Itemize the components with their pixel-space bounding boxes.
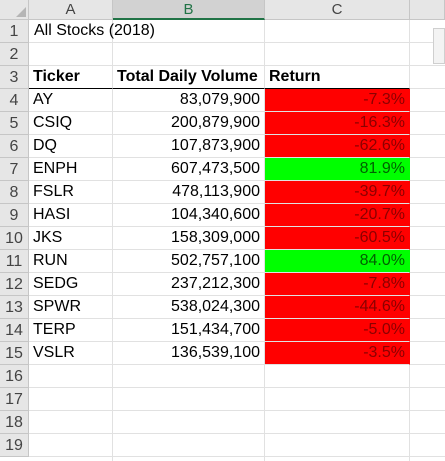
row-header-7[interactable]: 7 xyxy=(0,158,29,181)
row-header-3[interactable]: 3 xyxy=(0,66,29,89)
column-header-a[interactable]: A xyxy=(29,0,113,20)
row-header-13[interactable]: 13 xyxy=(0,296,29,319)
gridline xyxy=(29,387,445,388)
return-cell[interactable]: -3.5% xyxy=(265,342,410,365)
volume-cell[interactable]: 538,024,300 xyxy=(113,296,265,319)
gridline xyxy=(29,456,445,457)
row-header-9[interactable]: 9 xyxy=(0,204,29,227)
ticker-cell[interactable]: AY xyxy=(29,89,113,112)
return-cell[interactable]: -20.7% xyxy=(265,204,410,227)
volume-cell[interactable]: 502,757,100 xyxy=(113,250,265,273)
return-cell[interactable]: -44.6% xyxy=(265,296,410,319)
row-header-6[interactable]: 6 xyxy=(0,135,29,158)
ticker-cell[interactable]: SEDG xyxy=(29,273,113,296)
row-header-15[interactable]: 15 xyxy=(0,342,29,365)
volume-cell[interactable]: 83,079,900 xyxy=(113,89,265,112)
vertical-scrollbar-thumb[interactable] xyxy=(433,28,445,64)
gridline xyxy=(29,433,445,434)
column-header-b[interactable]: B xyxy=(113,0,265,20)
volume-cell[interactable]: 607,473,500 xyxy=(113,158,265,181)
return-cell[interactable]: -5.0% xyxy=(265,319,410,342)
return-cell[interactable]: -7.3% xyxy=(265,89,410,112)
title-cell[interactable]: All Stocks (2018) xyxy=(34,22,155,39)
ticker-cell[interactable]: RUN xyxy=(29,250,113,273)
return-cell[interactable]: -39.7% xyxy=(265,181,410,204)
ticker-cell[interactable]: TERP xyxy=(29,319,113,342)
volume-cell[interactable]: 151,434,700 xyxy=(113,319,265,342)
volume-cell[interactable]: 107,873,900 xyxy=(113,135,265,158)
return-cell[interactable]: -60.5% xyxy=(265,227,410,250)
header-ticker[interactable]: Ticker xyxy=(29,66,113,89)
volume-cell[interactable]: 158,309,000 xyxy=(113,227,265,250)
column-header-c[interactable]: C xyxy=(265,0,410,20)
row-header-1[interactable]: 1 xyxy=(0,20,29,43)
row-header-19[interactable]: 19 xyxy=(0,434,29,457)
gridline xyxy=(29,65,445,66)
return-cell[interactable]: -16.3% xyxy=(265,112,410,135)
row-header-8[interactable]: 8 xyxy=(0,181,29,204)
gridline xyxy=(29,42,445,43)
return-cell[interactable]: -7.8% xyxy=(265,273,410,296)
ticker-cell[interactable]: VSLR xyxy=(29,342,113,365)
volume-cell[interactable]: 104,340,600 xyxy=(113,204,265,227)
row-header-10[interactable]: 10 xyxy=(0,227,29,250)
row-header-2[interactable]: 2 xyxy=(0,43,29,66)
gridline xyxy=(29,410,445,411)
column-header-d[interactable] xyxy=(410,0,445,20)
ticker-cell[interactable]: FSLR xyxy=(29,181,113,204)
row-header-18[interactable]: 18 xyxy=(0,411,29,434)
select-all-corner[interactable] xyxy=(0,0,29,20)
ticker-cell[interactable]: JKS xyxy=(29,227,113,250)
header-total-daily-volume[interactable]: Total Daily Volume xyxy=(113,66,265,89)
return-cell[interactable]: 84.0% xyxy=(265,250,410,273)
row-header-14[interactable]: 14 xyxy=(0,319,29,342)
ticker-cell[interactable]: DQ xyxy=(29,135,113,158)
row-header-5[interactable]: 5 xyxy=(0,112,29,135)
volume-cell[interactable]: 237,212,300 xyxy=(113,273,265,296)
volume-cell[interactable]: 200,879,900 xyxy=(113,112,265,135)
row-header-16[interactable]: 16 xyxy=(0,365,29,388)
ticker-cell[interactable]: SPWR xyxy=(29,296,113,319)
row-header-17[interactable]: 17 xyxy=(0,388,29,411)
ticker-cell[interactable]: CSIQ xyxy=(29,112,113,135)
row-header-4[interactable]: 4 xyxy=(0,89,29,112)
row-header-11[interactable]: 11 xyxy=(0,250,29,273)
row-header-12[interactable]: 12 xyxy=(0,273,29,296)
volume-cell[interactable]: 136,539,100 xyxy=(113,342,265,365)
ticker-cell[interactable]: HASI xyxy=(29,204,113,227)
header-return[interactable]: Return xyxy=(265,66,410,89)
ticker-cell[interactable]: ENPH xyxy=(29,158,113,181)
return-cell[interactable]: -62.6% xyxy=(265,135,410,158)
volume-cell[interactable]: 478,113,900 xyxy=(113,181,265,204)
return-cell[interactable]: 81.9% xyxy=(265,158,410,181)
